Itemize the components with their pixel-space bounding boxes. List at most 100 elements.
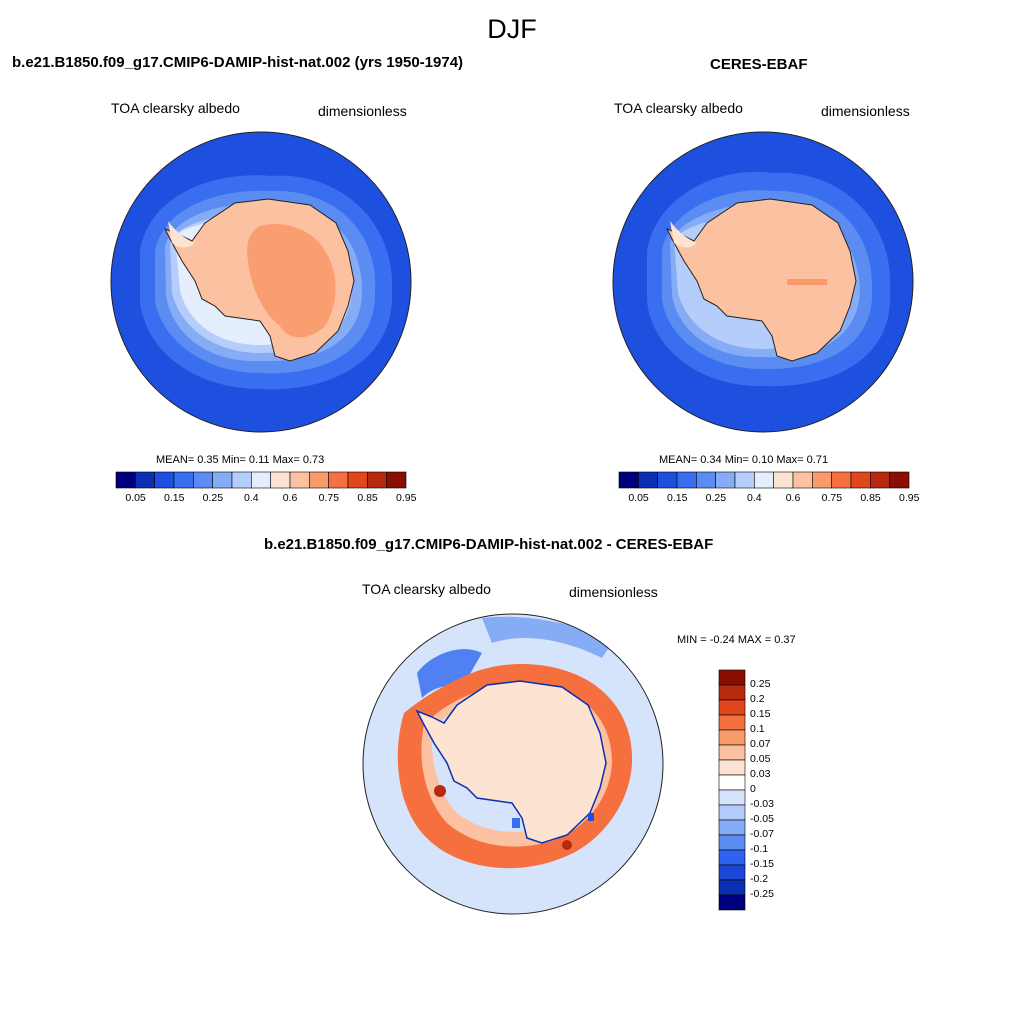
diff-panel-title: b.e21.B1850.f09_g17.CMIP6-DAMIP-hist-nat…: [264, 536, 714, 553]
diff-polar-map: [362, 613, 664, 915]
colorbar-swatch: [154, 471, 175, 489]
colorbar-swatch: [792, 471, 813, 489]
colorbar-tick-label: 0.95: [396, 492, 417, 504]
colorbar-swatch: [347, 471, 368, 489]
colorbar-swatch: [715, 471, 736, 489]
colorbar-tick-label: 0.05: [125, 492, 146, 504]
colorbar-swatch: [734, 471, 755, 489]
colorbar-swatch: [718, 684, 746, 701]
colorbar-swatch: [718, 669, 746, 686]
colorbar-tick-label: -0.05: [750, 813, 774, 825]
obs-variable-label: TOA clearsky albedo: [614, 100, 743, 116]
colorbar-swatch: [812, 471, 832, 489]
colorbar-tick-label: 0.05: [628, 492, 649, 504]
colorbar-tick-label: -0.1: [750, 843, 769, 855]
colorbar-tick-label: 0.07: [750, 738, 771, 750]
model-panel-title: b.e21.B1850.f09_g17.CMIP6-DAMIP-hist-nat…: [12, 54, 464, 71]
colorbar-swatch: [657, 471, 678, 489]
colorbar-swatch: [328, 471, 349, 489]
colorbar-swatch: [193, 471, 213, 489]
colorbar-tick-label: 0.15: [667, 492, 688, 504]
model-colorbar: [115, 471, 407, 489]
colorbar-tick-label: 0.4: [244, 492, 259, 504]
colorbar-tick-label: 0.15: [164, 492, 185, 504]
colorbar-tick-label: -0.07: [750, 828, 774, 840]
colorbar-swatch: [173, 471, 194, 489]
colorbar-tick-label: 0.75: [318, 492, 340, 504]
colorbar-swatch: [251, 471, 271, 489]
colorbar-swatch: [696, 471, 716, 489]
colorbar-swatch: [270, 471, 291, 489]
obs-stats: MEAN= 0.34 Min= 0.10 Max= 0.71: [659, 454, 829, 466]
colorbar-tick-label: 0: [750, 783, 756, 795]
colorbar-swatch: [718, 744, 746, 761]
diff-units-label: dimensionless: [569, 584, 658, 600]
colorbar-tick-label: 0.85: [860, 492, 881, 504]
model-units-label: dimensionless: [318, 103, 407, 119]
diff-variable-label: TOA clearsky albedo: [362, 581, 491, 597]
colorbar-swatch: [676, 471, 697, 489]
obs-panel-title: CERES-EBAF: [710, 56, 808, 73]
colorbar-swatch: [718, 759, 746, 776]
colorbar-swatch: [718, 804, 746, 821]
colorbar-swatch: [754, 471, 774, 489]
obs-colorbar-labels: 0.05 0.15 0.25 0.4 0.6 0.75 0.85 0.95: [619, 492, 919, 506]
colorbar-swatch: [831, 471, 852, 489]
colorbar-swatch: [367, 471, 387, 489]
colorbar-tick-label: 0.25: [202, 492, 224, 504]
colorbar-swatch: [718, 819, 746, 836]
colorbar-swatch: [889, 471, 910, 489]
colorbar-swatch: [718, 849, 746, 866]
colorbar-swatch: [231, 471, 252, 489]
colorbar-swatch: [289, 471, 310, 489]
colorbar-swatch: [870, 471, 890, 489]
colorbar-swatch: [850, 471, 871, 489]
colorbar-tick-label: 0.4: [747, 492, 762, 504]
obs-units-label: dimensionless: [821, 103, 910, 119]
colorbar-swatch: [718, 789, 746, 806]
colorbar-swatch: [718, 714, 746, 731]
colorbar-swatch: [718, 879, 746, 896]
diff-stats: MIN = -0.24 MAX = 0.37: [677, 634, 796, 646]
colorbar-tick-label: 0.6: [785, 492, 801, 504]
colorbar-swatch: [718, 729, 746, 746]
colorbar-swatch: [718, 699, 746, 716]
colorbar-swatch: [212, 471, 233, 489]
colorbar-tick-label: 0.6: [282, 492, 298, 504]
model-polar-map: [110, 131, 412, 433]
colorbar-swatch: [638, 471, 658, 489]
colorbar-swatch: [718, 834, 746, 851]
main-title: DJF: [487, 14, 537, 44]
colorbar-tick-label: -0.15: [750, 858, 774, 870]
colorbar-tick-label: 0.03: [750, 768, 771, 780]
diff-antarctica: [415, 680, 607, 844]
colorbar-tick-label: 0.95: [899, 492, 920, 504]
colorbar-tick-label: 0.1: [750, 723, 765, 735]
colorbar-tick-label: 0.85: [357, 492, 378, 504]
colorbar-swatch: [718, 894, 746, 911]
obs-antarctica: [665, 198, 857, 362]
diff-colorbar-labels: 0.25 0.2 0.15 0.1 0.07 0.05 0.03 0 -0.03 -0.05 -0.…: [750, 670, 810, 910]
obs-polar-map: [612, 131, 914, 433]
colorbar-tick-label: 0.75: [821, 492, 843, 504]
colorbar-swatch: [718, 864, 746, 881]
colorbar-tick-label: 0.25: [705, 492, 727, 504]
colorbar-swatch: [773, 471, 794, 489]
colorbar-tick-label: -0.2: [750, 873, 769, 885]
obs-colorbar: [618, 471, 910, 489]
colorbar-tick-label: 0.25: [750, 678, 771, 690]
colorbar-tick-label: 0.05: [750, 753, 771, 765]
colorbar-swatch: [115, 471, 136, 489]
colorbar-tick-label: -0.25: [750, 888, 774, 900]
colorbar-tick-label: 0.15: [750, 708, 771, 720]
colorbar-swatch: [309, 471, 329, 489]
model-stats: MEAN= 0.35 Min= 0.11 Max= 0.73: [156, 454, 325, 466]
colorbar-swatch: [618, 471, 639, 489]
diff-colorbar: [718, 669, 746, 911]
colorbar-tick-label: -0.03: [750, 798, 774, 810]
model-colorbar-labels: 0.05 0.15 0.25 0.4 0.6 0.75 0.85 0.95: [116, 492, 416, 506]
colorbar-swatch: [135, 471, 155, 489]
model-variable-label: TOA clearsky albedo: [111, 100, 240, 116]
colorbar-swatch: [386, 471, 407, 489]
colorbar-tick-label: 0.2: [750, 693, 765, 705]
